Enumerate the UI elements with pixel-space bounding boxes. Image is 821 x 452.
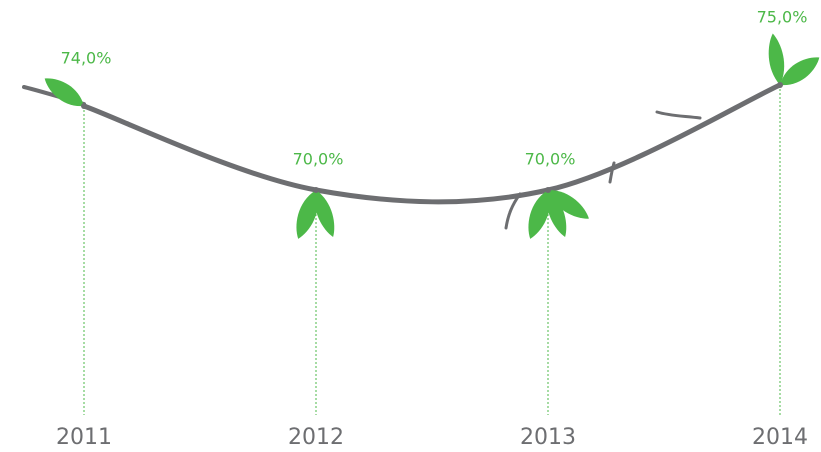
line <box>81 82 783 205</box>
labels: 74,0% 2011 70,0% 2012 70,0% 2013 75,0% 2014 <box>56 8 808 451</box>
leaf <box>44 78 84 107</box>
twig <box>655 110 702 120</box>
x-tick-label: 2012 <box>288 425 344 450</box>
leaves <box>44 33 820 239</box>
x-tick-label: 2013 <box>520 425 576 450</box>
leaf <box>546 190 567 237</box>
leaf <box>528 190 550 239</box>
value-label: 70,0% <box>525 150 576 169</box>
value-label: 74,0% <box>61 49 112 68</box>
point <box>545 187 551 193</box>
point <box>777 82 783 88</box>
value-label: 75,0% <box>757 8 808 27</box>
leaf <box>296 190 318 239</box>
x-tick-label: 2011 <box>56 425 112 450</box>
leaf <box>314 190 335 237</box>
leaf <box>548 189 589 219</box>
point <box>81 103 87 109</box>
guides <box>83 85 781 415</box>
point <box>313 187 319 193</box>
branch <box>22 82 783 230</box>
leaf <box>768 33 785 85</box>
leaf <box>780 57 820 86</box>
x-tick-label: 2014 <box>752 425 808 450</box>
value-label: 70,0% <box>293 150 344 169</box>
twig <box>608 161 616 184</box>
